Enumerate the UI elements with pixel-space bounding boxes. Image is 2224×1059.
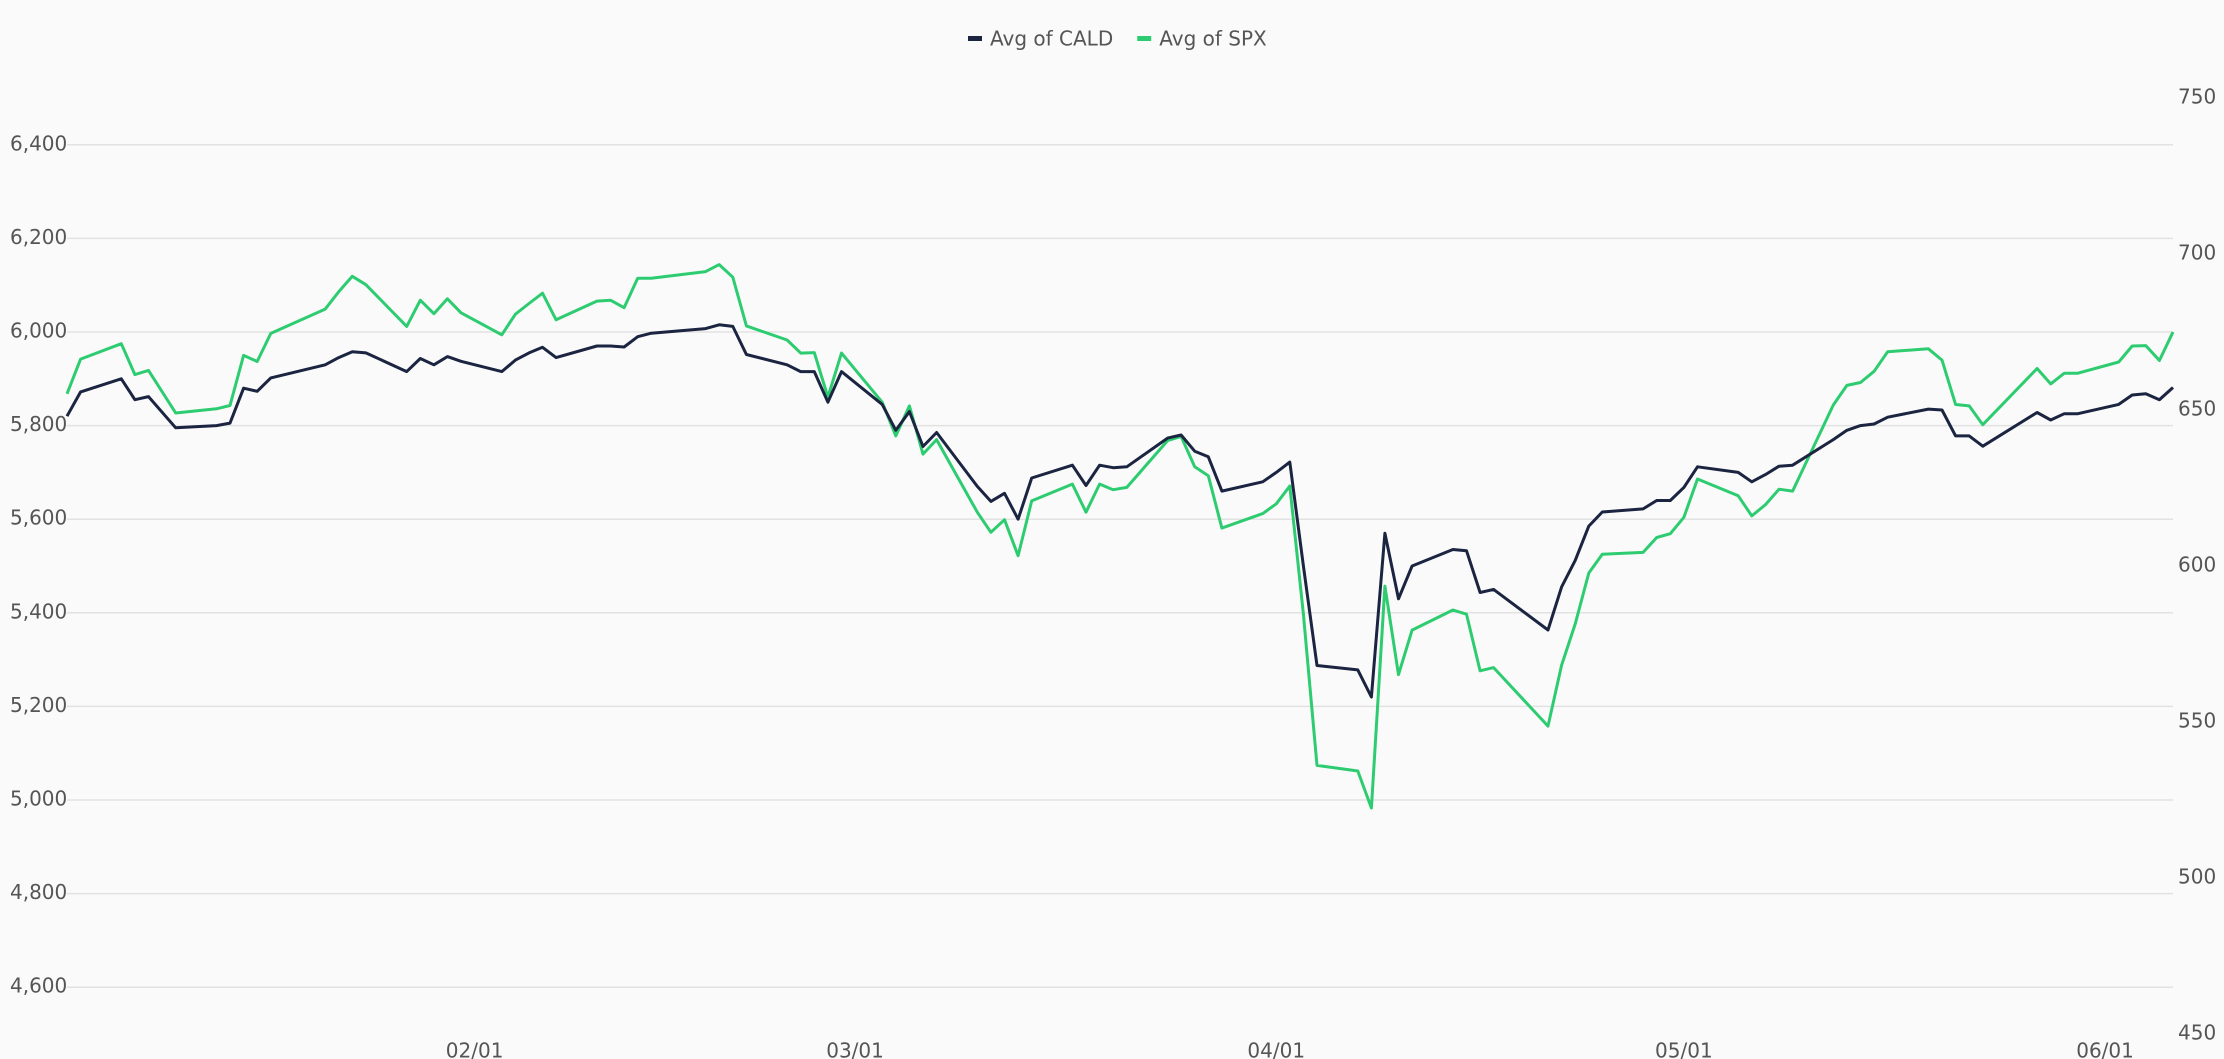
y2-tick-label: 500 — [2178, 865, 2216, 889]
legend-item: Avg of CALD — [968, 27, 1113, 51]
y-tick-label: 6,000 — [10, 319, 67, 343]
y-tick-label: 6,200 — [10, 225, 67, 249]
y2-tick-label: 450 — [2178, 1021, 2216, 1045]
x-tick-label: 06/01 — [2076, 1039, 2134, 1059]
legend-label: Avg of CALD — [990, 27, 1113, 51]
x-tick-label: 04/01 — [1247, 1039, 1305, 1059]
legend-item: Avg of SPX — [1137, 27, 1267, 51]
y-tick-label: 5,400 — [10, 599, 67, 623]
y-tick-label: 5,600 — [10, 506, 67, 530]
x-tick-label: 03/01 — [826, 1039, 884, 1059]
legend-marker — [1137, 36, 1152, 41]
y2-tick-label: 750 — [2178, 85, 2216, 109]
legend: Avg of CALD Avg of SPX — [968, 27, 1267, 51]
x-tick-label: 02/01 — [446, 1039, 504, 1059]
y-tick-label: 5,000 — [10, 787, 67, 811]
y-tick-label: 5,800 — [10, 412, 67, 436]
x-tick-label: 05/01 — [1655, 1039, 1713, 1059]
y-tick-label: 6,400 — [10, 131, 67, 155]
y-tick-label: 4,800 — [10, 880, 67, 904]
y2-tick-label: 700 — [2178, 241, 2216, 265]
y-tick-label: 5,200 — [10, 693, 67, 717]
y-tick-label: 4,600 — [10, 974, 67, 998]
legend-label: Avg of SPX — [1159, 27, 1267, 51]
series-line — [65, 263, 2175, 810]
legend-marker — [968, 36, 982, 41]
y2-tick-label: 600 — [2178, 553, 2216, 577]
series-line — [65, 323, 2175, 699]
y2-tick-label: 550 — [2178, 709, 2216, 733]
y2-tick-label: 650 — [2178, 397, 2216, 421]
